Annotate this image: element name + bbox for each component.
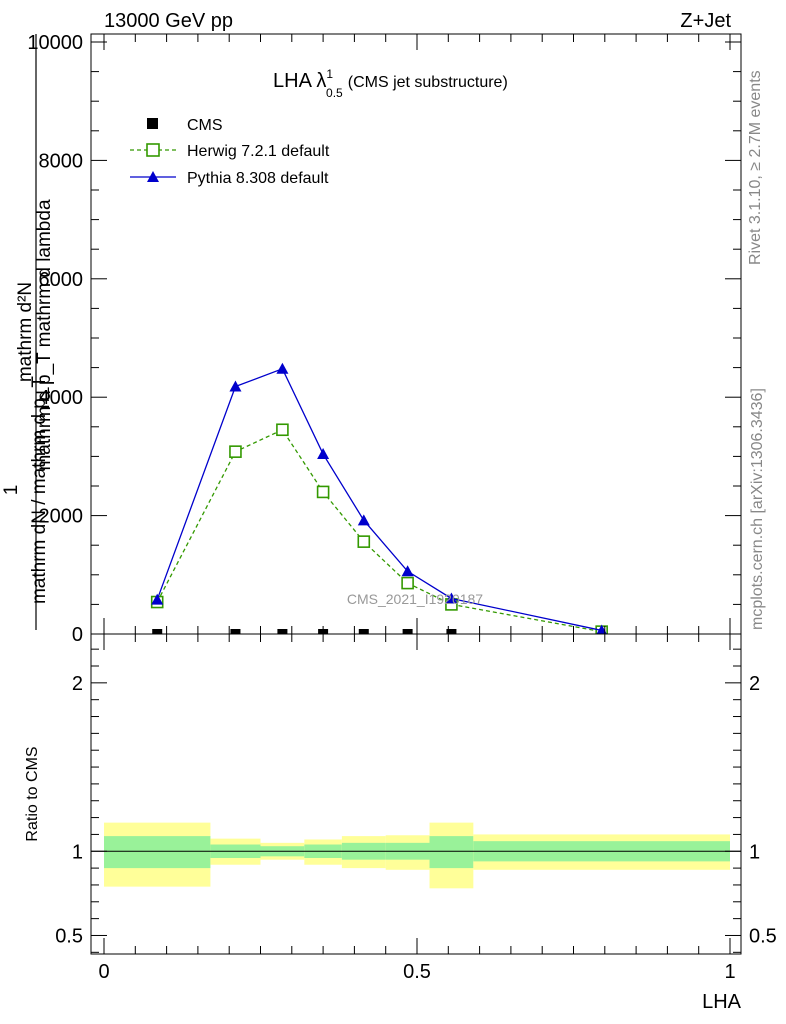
x-axis-label: LHA (702, 991, 742, 1013)
legend-herwig-label: Herwig 7.2.1 default (187, 143, 330, 160)
herwig-point (357, 535, 371, 548)
cms-data-point (358, 629, 369, 637)
legend-pythia-marker (147, 171, 159, 182)
x-tick-label: 1 (724, 961, 735, 983)
pythia-point (276, 362, 289, 374)
analysis-watermark: CMS_2021_I1920187 (347, 591, 483, 607)
ratio-stat-band (429, 836, 474, 869)
y-label-numerator: mathrm d²N (15, 282, 36, 382)
ratio-y-tick-label-left: 2 (72, 673, 83, 695)
x-tick-label: 0 (98, 961, 109, 983)
pythia-point (151, 593, 164, 605)
ratio-y-axis-label: Ratio to CMS (24, 746, 41, 841)
ratio-panel: 0.5 0.5 1 1 2 2 0 0.5 1 Ratio to CMS LHA (24, 633, 777, 1013)
ratio-y-tick-label-right: 0.5 (749, 925, 777, 947)
herwig-point (276, 423, 289, 437)
ratio-bands-layer (104, 822, 730, 889)
pythia-series-line (156, 367, 602, 632)
herwig-point (401, 576, 414, 590)
cms-data-point (446, 629, 457, 637)
pythia-point (445, 592, 458, 604)
main-y-tick-label: 8000 (39, 150, 84, 172)
legend-cms-label: CMS (187, 117, 223, 134)
pythia-point (229, 380, 242, 392)
ratio-y-tick-label-right: 1 (749, 841, 760, 863)
main-y-tick-label: 2000 (39, 506, 84, 528)
herwig-series-line (156, 428, 602, 633)
y-label-prefactor: 1 (1, 485, 22, 496)
rivet-version-label: Rivet 3.1.10, ≥ 2.7M events (747, 70, 764, 265)
main-series-layer (150, 362, 608, 638)
ratio-y-tick-label-left: 1 (72, 841, 83, 863)
main-y-axis-label: mathrm d²N mathrm d p_T mathrm d lambda … (1, 34, 55, 630)
herwig-point (316, 485, 330, 499)
main-y-tick-label: 0 (72, 624, 83, 646)
pythia-point (357, 514, 370, 526)
main-y-tick-label: 4000 (39, 387, 84, 409)
pythia-point (317, 448, 330, 460)
legend-pythia-label: Pythia 8.308 default (187, 170, 329, 187)
ratio-stat-band (104, 836, 211, 869)
main-plot-area (91, 34, 741, 634)
main-panel: 0 2000 4000 6000 8000 10000 CMS_2021_I1920187… (1, 32, 742, 646)
ratio-plot-frame (90, 633, 742, 955)
cms-data-point (230, 629, 241, 637)
legend-herwig-marker (146, 143, 160, 157)
pythia-point (401, 565, 414, 577)
ratio-plot-area (91, 634, 741, 954)
y-label-denominator: mathrm d p_T mathrm d lambda (34, 199, 55, 470)
x-tick-label: 0.5 (403, 961, 431, 983)
energy-label: 13000 GeV pp (104, 10, 233, 32)
y-label-normalisation: mathrm dN / mathrm d p_T (29, 376, 50, 604)
main-y-tick-label: 10000 (27, 32, 83, 54)
cms-data-point (402, 629, 413, 637)
legend: CMS Herwig 7.2.1 default Pythia 8.308 de… (130, 117, 330, 187)
legend-cms-marker (147, 118, 158, 129)
main-y-tick-label: 6000 (39, 269, 84, 291)
process-label: Z+Jet (680, 10, 731, 32)
ratio-axis-ticks: 0.5 0.5 1 1 2 2 0 0.5 1 (55, 634, 777, 983)
herwig-point (229, 445, 242, 458)
plot-title: LHA λ1 0.5(CMS jet substructure) (273, 67, 508, 100)
ratio-y-tick-label-left: 0.5 (55, 925, 83, 947)
mcplots-label: mcplots.cern.ch [arXiv:1306.3436] (749, 388, 766, 630)
ratio-y-tick-label-right: 2 (749, 673, 760, 695)
main-axis-ticks: 0 2000 4000 6000 8000 10000 (27, 32, 741, 646)
cms-data-point (152, 629, 163, 637)
cms-data-point (277, 629, 288, 637)
